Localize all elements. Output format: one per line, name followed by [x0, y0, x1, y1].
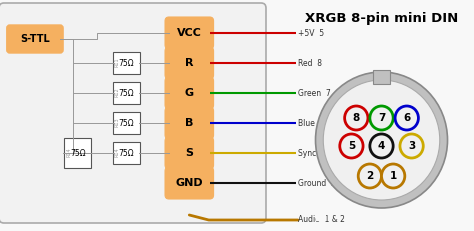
FancyBboxPatch shape [165, 137, 214, 169]
Text: 1: 1 [390, 171, 397, 181]
FancyBboxPatch shape [165, 107, 214, 139]
Circle shape [345, 106, 368, 130]
Circle shape [340, 134, 363, 158]
FancyBboxPatch shape [113, 112, 140, 134]
Text: 6: 6 [403, 113, 410, 123]
Text: R: R [185, 58, 193, 68]
Polygon shape [438, 190, 447, 220]
Circle shape [323, 80, 440, 200]
FancyBboxPatch shape [0, 3, 266, 223]
Circle shape [316, 72, 447, 208]
Text: B: B [185, 118, 193, 128]
Text: R12: R12 [115, 87, 120, 97]
Text: 75Ω: 75Ω [118, 149, 134, 158]
Text: Green  7: Green 7 [298, 88, 331, 97]
Text: 5: 5 [348, 141, 355, 151]
FancyBboxPatch shape [165, 17, 214, 49]
Text: Audio  1 & 2: Audio 1 & 2 [298, 216, 345, 225]
FancyBboxPatch shape [64, 138, 91, 168]
Text: S: S [185, 148, 193, 158]
Text: G: G [185, 88, 194, 98]
FancyBboxPatch shape [373, 70, 390, 84]
Text: 2: 2 [366, 171, 374, 181]
Polygon shape [316, 190, 325, 220]
Text: 4: 4 [378, 141, 385, 151]
Text: 75Ω: 75Ω [118, 119, 134, 128]
Text: R11: R11 [115, 57, 120, 67]
Text: Sync  3: Sync 3 [298, 149, 326, 158]
Text: Blue  6: Blue 6 [298, 119, 325, 128]
Circle shape [382, 164, 405, 188]
Text: R14: R14 [115, 147, 120, 157]
Text: 75Ω: 75Ω [70, 149, 85, 158]
FancyBboxPatch shape [113, 82, 140, 104]
Circle shape [370, 106, 393, 130]
FancyBboxPatch shape [165, 47, 214, 79]
FancyBboxPatch shape [7, 25, 63, 53]
FancyBboxPatch shape [113, 142, 140, 164]
Text: Ground  Shield & 4: Ground Shield & 4 [298, 179, 370, 188]
Circle shape [358, 164, 382, 188]
Text: XRGB 8-pin mini DIN: XRGB 8-pin mini DIN [305, 12, 458, 25]
Text: Red  8: Red 8 [298, 58, 322, 67]
FancyBboxPatch shape [165, 167, 214, 199]
Text: +5V  5: +5V 5 [298, 28, 324, 37]
Text: 75Ω: 75Ω [118, 88, 134, 97]
Circle shape [395, 106, 419, 130]
Text: S-TTL: S-TTL [20, 34, 50, 44]
Text: 8: 8 [353, 113, 360, 123]
Text: 3: 3 [408, 141, 415, 151]
Text: 7: 7 [378, 113, 385, 123]
FancyBboxPatch shape [165, 77, 214, 109]
Text: 75Ω: 75Ω [118, 58, 134, 67]
Text: R14: R14 [66, 147, 72, 157]
FancyBboxPatch shape [113, 52, 140, 74]
Circle shape [400, 134, 423, 158]
Text: VCC: VCC [177, 28, 202, 38]
Circle shape [370, 134, 393, 158]
Text: GND: GND [175, 178, 203, 188]
Text: R13: R13 [115, 117, 120, 127]
